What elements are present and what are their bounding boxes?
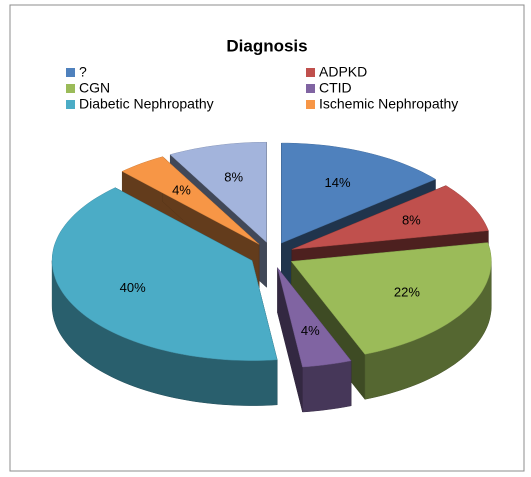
data-label: 4% (172, 182, 191, 197)
legend-swatch (66, 84, 75, 93)
data-label: 8% (402, 213, 421, 228)
legend-swatch (306, 100, 315, 109)
data-label: 22% (394, 285, 420, 300)
legend-swatch (66, 100, 75, 109)
slice-edge (302, 360, 352, 413)
legend-label: Diabetic Nephropathy (79, 96, 214, 112)
legend-label: CGN (79, 80, 110, 96)
legend-swatch (306, 84, 315, 93)
legend-label: ADPKD (319, 64, 367, 80)
legend-swatch (66, 68, 75, 77)
data-label: 8% (224, 170, 243, 185)
slice (291, 185, 489, 250)
legend-label: CTID (319, 80, 352, 96)
data-label: 4% (301, 323, 320, 338)
slice (281, 142, 437, 244)
chart-title: Diagnosis (226, 36, 307, 55)
legend-swatch (306, 68, 315, 77)
data-label: 40% (120, 280, 146, 295)
slice (277, 267, 352, 368)
legend-label: Ischemic Nephropathy (319, 96, 458, 112)
slice (51, 187, 278, 361)
pie-tops: 14% 8% 22% 4% 40% 4% 8% (51, 141, 492, 368)
legend-label: ? (79, 64, 87, 80)
slice (169, 141, 267, 243)
slice (121, 156, 260, 245)
data-label: 14% (325, 175, 351, 190)
slice (290, 242, 492, 355)
